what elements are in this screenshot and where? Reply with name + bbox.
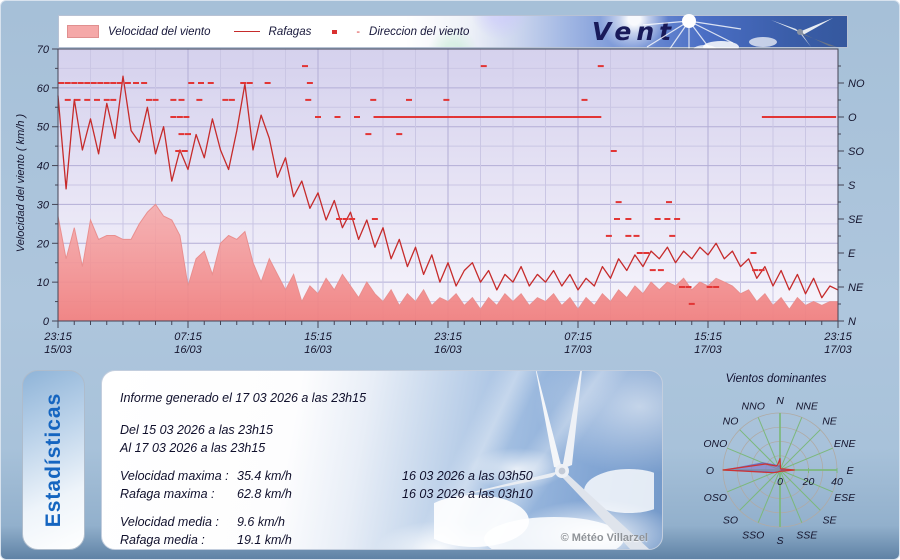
wind-turbine-icon bbox=[749, 18, 837, 47]
max-speed-label: Velocidad maxima : bbox=[120, 469, 229, 483]
svg-text:SO: SO bbox=[848, 146, 864, 158]
svg-text:20: 20 bbox=[36, 238, 50, 250]
wind-chart: 010203040506070NNEESESSOONO23:1515/0307:… bbox=[36, 45, 865, 355]
max-speed-value: 35.4 km/h bbox=[237, 469, 292, 483]
direction-legend-dash-icon: - bbox=[356, 25, 361, 38]
svg-text:S: S bbox=[776, 535, 783, 547]
svg-text:SE: SE bbox=[822, 514, 837, 526]
svg-text:20: 20 bbox=[802, 476, 815, 488]
svg-text:ESE: ESE bbox=[834, 492, 856, 504]
svg-text:17/03: 17/03 bbox=[564, 344, 592, 355]
svg-text:OSO: OSO bbox=[704, 492, 727, 504]
svg-text:SE: SE bbox=[848, 214, 863, 226]
svg-text:10: 10 bbox=[37, 277, 50, 289]
svg-text:70: 70 bbox=[37, 45, 50, 56]
tab-estadisticas[interactable]: Estadísticas bbox=[22, 370, 85, 550]
tab-estadisticas-label: Estadísticas bbox=[41, 392, 65, 528]
max-gust-value: 62.8 km/h bbox=[237, 487, 292, 501]
wind-rose-title: Vientos dominantes bbox=[725, 373, 827, 385]
mean-speed-label: Velocidad media : bbox=[120, 515, 219, 529]
gusts-legend-label: Rafagas bbox=[268, 25, 312, 38]
svg-text:ONO: ONO bbox=[703, 438, 727, 450]
stats-panel: Informe generado el 17 03 2026 a las 23h… bbox=[101, 370, 663, 550]
max-gust-time: 16 03 2026 a las 03h10 bbox=[402, 487, 533, 501]
svg-text:40: 40 bbox=[831, 476, 843, 488]
svg-text:16/03: 16/03 bbox=[304, 344, 332, 355]
svg-text:15:15: 15:15 bbox=[304, 331, 332, 343]
svg-text:50: 50 bbox=[37, 122, 50, 134]
svg-text:ENE: ENE bbox=[834, 438, 857, 450]
mean-speed-value: 9.6 km/h bbox=[237, 515, 285, 529]
svg-text:23:15: 23:15 bbox=[823, 331, 852, 343]
period-to-line: Al 17 03 2026 a las 23h15 bbox=[120, 441, 266, 455]
chart-legend: Velocidad del viento Rafagas - Direccion… bbox=[59, 16, 469, 47]
period-from-line: Del 15 03 2026 a las 23h15 bbox=[120, 423, 273, 437]
svg-text:O: O bbox=[848, 112, 857, 124]
svg-text:N: N bbox=[776, 395, 784, 407]
svg-text:23:15: 23:15 bbox=[433, 331, 462, 343]
svg-text:E: E bbox=[846, 465, 854, 477]
mean-gust-value: 19.1 km/h bbox=[237, 533, 292, 547]
svg-text:15:15: 15:15 bbox=[694, 331, 722, 343]
svg-text:16/03: 16/03 bbox=[434, 344, 462, 355]
svg-text:17/03: 17/03 bbox=[694, 344, 722, 355]
svg-text:23:15: 23:15 bbox=[43, 331, 72, 343]
svg-text:60: 60 bbox=[37, 83, 50, 95]
max-speed-time: 16 03 2026 a las 03h50 bbox=[402, 469, 533, 483]
svg-text:O: O bbox=[706, 465, 714, 477]
svg-text:S: S bbox=[848, 180, 856, 192]
page-title: Vent bbox=[591, 17, 677, 46]
mean-gust-label: Rafaga media : bbox=[120, 533, 205, 547]
direction-legend-label: Direccion del viento bbox=[369, 25, 470, 38]
svg-text:0: 0 bbox=[777, 476, 783, 488]
svg-text:NE: NE bbox=[848, 282, 864, 294]
wind-turbine-photo bbox=[434, 371, 654, 549]
svg-text:NNE: NNE bbox=[796, 400, 819, 412]
svg-text:NE: NE bbox=[822, 416, 838, 428]
wind-speed-legend-label: Velocidad del viento bbox=[108, 25, 211, 38]
svg-text:40: 40 bbox=[37, 161, 50, 173]
svg-text:0: 0 bbox=[43, 316, 50, 328]
svg-text:07:15: 07:15 bbox=[564, 331, 592, 343]
svg-text:30: 30 bbox=[37, 199, 50, 211]
svg-text:07:15: 07:15 bbox=[174, 331, 202, 343]
max-gust-label: Rafaga maxima : bbox=[120, 487, 215, 501]
report-generated-line: Informe generado el 17 03 2026 a las 23h… bbox=[120, 391, 367, 405]
svg-text:SSO: SSO bbox=[742, 530, 764, 542]
svg-text:E: E bbox=[848, 248, 856, 260]
direction-legend-dot-icon bbox=[332, 29, 338, 34]
wind-speed-legend-swatch bbox=[67, 25, 99, 38]
svg-text:SSE: SSE bbox=[796, 530, 818, 542]
header-banner: Velocidad del viento Rafagas - Direccion… bbox=[58, 14, 848, 53]
svg-text:SO: SO bbox=[723, 514, 738, 526]
svg-text:NO: NO bbox=[848, 78, 865, 90]
gusts-legend-line-icon bbox=[233, 31, 260, 32]
svg-text:N: N bbox=[848, 316, 856, 328]
svg-text:NNO: NNO bbox=[742, 400, 765, 412]
copyright-text: © Météo Villarzel bbox=[560, 532, 648, 544]
svg-text:17/03: 17/03 bbox=[824, 344, 852, 355]
svg-text:NO: NO bbox=[723, 416, 739, 428]
svg-text:16/03: 16/03 bbox=[174, 344, 202, 355]
svg-text:15/03: 15/03 bbox=[44, 344, 72, 355]
